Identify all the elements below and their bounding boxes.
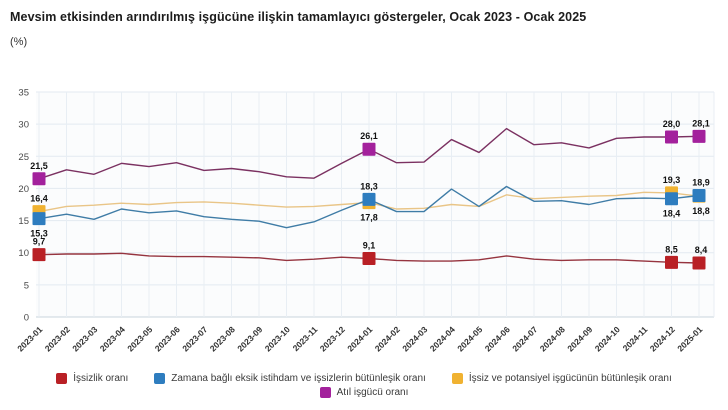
y-axis-tick-label: 35 [18, 88, 29, 99]
x-axis-tick-label: 2023-01 [15, 324, 44, 353]
x-axis-tick-label: 2024-01 [345, 324, 374, 353]
chart-title: Mevsim etkisinden arındırılmış işgücüne … [10, 10, 587, 24]
y-axis-tick-label: 0 [24, 313, 29, 324]
x-axis-tick-label: 2023-08 [208, 324, 237, 353]
x-axis-tick-label: 2025-01 [675, 324, 704, 353]
legend-item-issiz-potansiyel-butunlesik-orani[interactable]: İşsiz ve potansiyel işgücünün bütünleşik… [451, 373, 672, 384]
legend-label: Zamana bağlı eksik istihdam ve işsizleri… [171, 373, 426, 384]
x-axis-tick-label: 2023-10 [263, 324, 292, 353]
legend-swatch-red-icon [56, 373, 68, 384]
x-axis-tick-label: 2024-12 [648, 324, 677, 353]
y-axis-tick-label: 15 [18, 216, 29, 227]
x-axis-tick-label: 2023-03 [70, 324, 99, 353]
data-label-atil-isgucu-orani: 26,1 [360, 131, 378, 141]
x-axis-tick-label: 2023-09 [235, 324, 264, 353]
data-label-zamana-bagli-eksik-istihdam-butunlesik-orani: 15,3 [30, 229, 48, 239]
x-axis-tick-label: 2024-11 [621, 324, 650, 353]
x-axis-tick-label: 2023-06 [153, 324, 182, 353]
x-axis-tick-label: 2024-02 [373, 324, 402, 353]
data-label-issizlik-orani: 8,4 [695, 245, 708, 255]
marker-atil-isgucu-orani[interactable] [32, 172, 46, 186]
marker-atil-isgucu-orani[interactable] [362, 142, 376, 156]
data-label-issizlik-orani: 9,1 [363, 241, 376, 251]
y-axis-tick-label: 25 [18, 152, 29, 163]
data-label-issiz-ve-potansiyel-isgucu-butunlesik-orani: 19,3 [663, 175, 681, 185]
x-axis-tick-label: 2024-06 [483, 324, 512, 353]
legend-label: İşsizlik oranı [73, 373, 129, 384]
data-label-zamana-bagli-eksik-istihdam-butunlesik-orani: 18,4 [663, 209, 681, 219]
x-axis-tick-label: 2023-12 [318, 324, 347, 353]
data-label-atil-isgucu-orani: 28,1 [692, 118, 710, 128]
legend-row-2: Atıl işgücü oranı [319, 387, 409, 398]
legend-swatch-blue-icon [154, 373, 166, 384]
x-axis-tick-label: 2023-11 [291, 324, 320, 353]
legend-item-atil-isgucu-orani[interactable]: Atıl işgücü oranı [319, 387, 409, 398]
y-axis-tick-label: 10 [18, 248, 29, 259]
data-label-zamana-bagli-eksik-istihdam-butunlesik-orani: 18,3 [360, 181, 378, 191]
marker-atil-isgucu-orani[interactable] [665, 130, 678, 144]
marker-zamana-bagli-eksik-istihdam-butunlesik-orani[interactable] [665, 192, 678, 206]
x-axis-tick-label: 2023-04 [98, 324, 127, 353]
y-axis-tick-label: 20 [18, 184, 29, 195]
legend-label: İşsiz ve potansiyel işgücünün bütünleşik… [468, 373, 672, 384]
y-axis-tick-label: 5 [24, 280, 29, 291]
data-label-zamana-bagli-eksik-istihdam-butunlesik-orani: 18,9 [692, 178, 710, 188]
x-axis-tick-label: 2024-04 [428, 324, 457, 353]
x-axis-tick-label: 2023-02 [43, 324, 72, 353]
data-label-issizlik-orani: 8,5 [665, 244, 678, 254]
chart-legend: İşsizlik oranı Zamana bağlı eksik istihd… [0, 373, 728, 398]
x-axis-tick-label: 2024-09 [565, 324, 594, 353]
legend-swatch-purple-icon [319, 387, 331, 398]
marker-issizlik-orani[interactable] [362, 252, 376, 265]
x-axis-tick-label: 2024-03 [400, 324, 429, 353]
data-label-issiz-ve-potansiyel-isgucu-butunlesik-orani: 16,4 [30, 194, 48, 204]
legend-row-1: İşsizlik oranı Zamana bağlı eksik istihd… [56, 373, 672, 384]
marker-zamana-bagli-eksik-istihdam-butunlesik-orani[interactable] [692, 189, 706, 202]
x-axis-tick-label: 2023-05 [125, 324, 154, 353]
marker-zamana-bagli-eksik-istihdam-butunlesik-orani[interactable] [362, 192, 376, 206]
legend-item-issizlik-orani[interactable]: İşsizlik oranı [56, 373, 128, 384]
marker-zamana-bagli-eksik-istihdam-butunlesik-orani[interactable] [32, 212, 46, 226]
legend-label: Atıl işgücü oranı [336, 387, 409, 398]
data-label-issiz-ve-potansiyel-isgucu-butunlesik-orani: 17,8 [360, 213, 378, 223]
data-label-atil-isgucu-orani: 21,5 [30, 161, 48, 171]
legend-swatch-yellow-icon [451, 373, 463, 384]
x-axis-tick-label: 2024-05 [455, 324, 484, 353]
data-label-atil-isgucu-orani: 28,0 [663, 119, 681, 129]
x-axis-tick-label: 2023-07 [180, 324, 209, 353]
marker-atil-isgucu-orani[interactable] [692, 129, 706, 143]
x-axis-tick-label: 2024-10 [593, 324, 622, 353]
x-axis-tick-label: 2024-07 [510, 324, 539, 353]
chart-unit-label: (%) [10, 36, 28, 48]
marker-issizlik-orani[interactable] [665, 255, 678, 269]
y-axis-tick-label: 30 [18, 120, 29, 131]
marker-issizlik-orani[interactable] [692, 256, 706, 270]
x-axis-tick-label: 2024-08 [538, 324, 567, 353]
data-label-issiz-ve-potansiyel-isgucu-butunlesik-orani: 18,8 [692, 206, 710, 216]
marker-issizlik-orani[interactable] [32, 248, 46, 262]
data-label-issizlik-orani: 9,7 [33, 237, 46, 247]
legend-item-zamana-bagli-butunlesik-orani[interactable]: Zamana bağlı eksik istihdam ve işsizleri… [154, 373, 426, 384]
